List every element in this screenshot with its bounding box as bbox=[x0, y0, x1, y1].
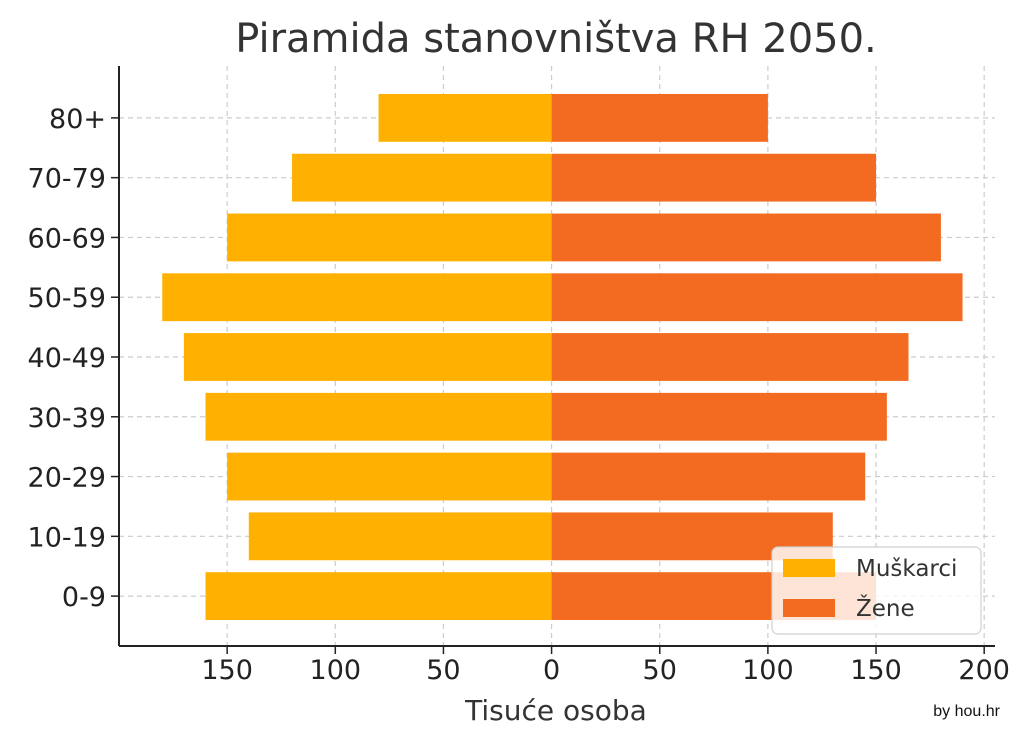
x-tick-label-2: 50 bbox=[426, 655, 460, 686]
y-tick-label-1: 10-19 bbox=[28, 522, 106, 553]
x-tick-label-6: 150 bbox=[850, 655, 902, 686]
bar-zene-70-79 bbox=[551, 153, 877, 202]
y-tick-label-2: 20-29 bbox=[28, 463, 106, 494]
legend-label-muskarci: Muškarci bbox=[856, 556, 957, 582]
y-tick-label-0: 0-9 bbox=[62, 582, 106, 613]
y-ticks: 0-9 10-19 20-29 30-39 40-49 50-59 60-69 70-79 80… bbox=[28, 104, 119, 613]
y-tick-label-4: 40-49 bbox=[28, 343, 106, 374]
bar-muskarci-60-69 bbox=[227, 213, 552, 262]
y-tick-label-3: 30-39 bbox=[28, 403, 106, 434]
bar-zene-60-69 bbox=[551, 213, 941, 262]
bar-muskarci-10-19 bbox=[248, 512, 552, 561]
x-tick-label-4: 50 bbox=[643, 655, 677, 686]
y-tick-label-7: 70-79 bbox=[28, 164, 106, 195]
x-tick-label-7: 200 bbox=[958, 655, 1010, 686]
bar-zene-40-49 bbox=[551, 333, 909, 381]
bar-zene-50-59 bbox=[551, 273, 963, 322]
x-tick-label-0: 150 bbox=[201, 655, 253, 686]
y-tick-label-6: 60-69 bbox=[28, 223, 106, 254]
bar-muskarci-70-79 bbox=[292, 153, 552, 202]
bar-zene-80+ bbox=[551, 93, 768, 142]
bar-zene-20-29 bbox=[551, 452, 866, 501]
x-ticks: 150 100 50 0 50 100 150 200 bbox=[201, 646, 1010, 686]
bar-muskarci-30-39 bbox=[205, 392, 552, 441]
x-axis-label: Tisuće osoba bbox=[464, 694, 647, 727]
bar-muskarci-0-9 bbox=[205, 572, 552, 621]
chart-title: Piramida stanovništva RH 2050. bbox=[235, 16, 877, 62]
y-tick-label-5: 50-59 bbox=[28, 283, 106, 314]
legend: Muškarci Žene bbox=[771, 546, 982, 635]
axes bbox=[118, 66, 995, 647]
y-tick-label-8: 80+ bbox=[49, 104, 106, 135]
bar-muskarci-40-49 bbox=[183, 333, 552, 381]
x-tick-label-1: 100 bbox=[310, 655, 362, 686]
x-tick-label-5: 100 bbox=[742, 655, 794, 686]
bars bbox=[162, 93, 963, 621]
credit-text: by hou.hr bbox=[933, 703, 1000, 720]
legend-swatch-zene bbox=[783, 599, 835, 617]
bar-muskarci-80+ bbox=[378, 93, 552, 142]
bar-zene-30-39 bbox=[551, 392, 887, 441]
legend-label-zene: Žene bbox=[856, 594, 915, 622]
bar-muskarci-20-29 bbox=[227, 452, 552, 501]
x-tick-label-3: 0 bbox=[543, 655, 560, 686]
bar-muskarci-50-59 bbox=[162, 273, 552, 322]
legend-swatch-muskarci bbox=[783, 559, 835, 577]
